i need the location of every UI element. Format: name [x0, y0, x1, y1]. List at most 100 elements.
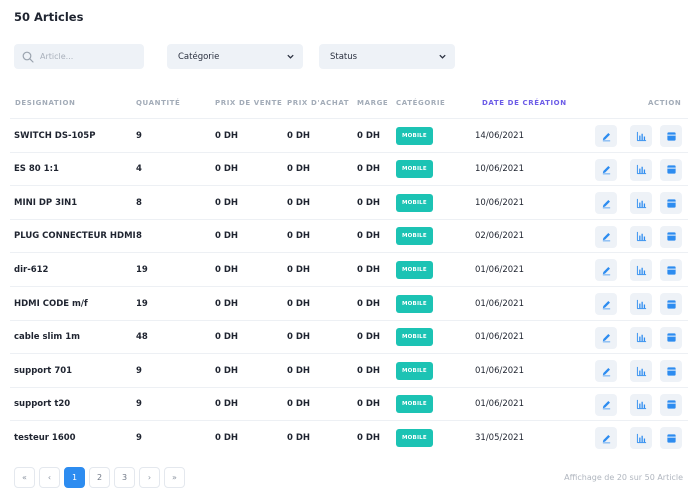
date-cell: 01/06/2021	[475, 399, 524, 410]
prix-achat-cell: 0 DH	[287, 365, 311, 376]
categorie-cell: MOBILE	[396, 186, 433, 219]
date-cell: 01/06/2021	[475, 365, 524, 376]
prix-achat-cell: 0 DH	[287, 298, 311, 309]
chevron-down-icon	[439, 54, 446, 59]
edit-button[interactable]	[595, 259, 617, 282]
edit-button[interactable]	[595, 293, 617, 315]
archive-button[interactable]	[660, 192, 682, 215]
category-badge: MOBILE	[396, 328, 433, 347]
header-prix-vente[interactable]: PRIX DE VENTE	[215, 99, 283, 107]
designation-cell: ES 80 1:1	[14, 164, 59, 175]
marge-cell: 0 DH	[357, 231, 381, 242]
archive-button[interactable]	[660, 393, 682, 416]
prix-vente-cell: 0 DH	[215, 432, 239, 443]
designation-cell: cable slim 1m	[14, 332, 80, 343]
date-cell: 01/06/2021	[475, 264, 524, 275]
header-designation[interactable]: DESIGNATION	[15, 99, 76, 107]
page-button-2[interactable]: 2	[89, 467, 110, 488]
categorie-cell: MOBILE	[396, 119, 433, 152]
stats-button[interactable]	[630, 125, 652, 147]
stats-button[interactable]	[630, 326, 652, 349]
archive-button[interactable]	[660, 158, 682, 181]
categorie-cell: MOBILE	[396, 321, 433, 354]
archive-button[interactable]	[660, 360, 682, 383]
header-date-creation[interactable]: DATE DE CRÉATION	[482, 99, 567, 107]
quantite-cell: 8	[136, 197, 142, 208]
category-select[interactable]: Catégorie	[167, 44, 303, 69]
category-badge: MOBILE	[396, 395, 433, 414]
marge-cell: 0 DH	[357, 164, 381, 175]
marge-cell: 0 DH	[357, 399, 381, 410]
stats-button[interactable]	[630, 293, 652, 315]
last-page-button[interactable]: »	[164, 467, 185, 488]
table-row: SWITCH DS-105P 9 0 DH 0 DH 0 DH MOBILE 14/06/2…	[10, 118, 688, 152]
search-icon	[22, 51, 34, 63]
archive-icon	[666, 198, 677, 209]
stats-button[interactable]	[630, 225, 652, 248]
archive-button[interactable]	[660, 326, 682, 349]
edit-button[interactable]	[595, 393, 617, 416]
search-box[interactable]	[14, 44, 144, 69]
page-button-1[interactable]: 1	[64, 467, 85, 488]
prix-achat-cell: 0 DH	[287, 164, 311, 175]
edit-button[interactable]	[595, 326, 617, 349]
header-prix-achat[interactable]: PRIX D'ACHAT	[287, 99, 350, 107]
stats-icon	[636, 231, 647, 242]
status-select-label: Status	[330, 51, 358, 62]
edit-button[interactable]	[595, 360, 617, 383]
stats-button[interactable]	[630, 427, 652, 450]
stats-icon	[636, 164, 647, 175]
archive-button[interactable]	[660, 293, 682, 315]
categorie-cell: MOBILE	[396, 388, 433, 421]
edit-button[interactable]	[595, 427, 617, 450]
archive-button[interactable]	[660, 259, 682, 282]
quantite-cell: 9	[136, 365, 142, 376]
prix-vente-cell: 0 DH	[215, 197, 239, 208]
stats-icon	[636, 366, 647, 377]
header-quantite[interactable]: QUANTITÉ	[136, 99, 181, 107]
archive-icon	[666, 299, 677, 310]
edit-button[interactable]	[595, 225, 617, 248]
archive-icon	[666, 231, 677, 242]
header-categorie[interactable]: CATÉGORIE	[396, 99, 446, 107]
archive-icon	[666, 131, 677, 142]
prix-vente-cell: 0 DH	[215, 365, 239, 376]
quantite-cell: 48	[136, 332, 148, 343]
prev-page-button[interactable]: ‹	[39, 467, 60, 488]
categorie-cell: MOBILE	[396, 220, 433, 253]
stats-icon	[636, 265, 647, 276]
search-input[interactable]	[40, 52, 140, 61]
categorie-cell: MOBILE	[396, 153, 433, 186]
archive-icon	[666, 433, 677, 444]
archive-button[interactable]	[660, 125, 682, 147]
stats-button[interactable]	[630, 158, 652, 181]
archive-button[interactable]	[660, 225, 682, 248]
edit-button[interactable]	[595, 125, 617, 147]
categorie-cell: MOBILE	[396, 287, 433, 320]
prix-vente-cell: 0 DH	[215, 231, 239, 242]
stats-button[interactable]	[630, 259, 652, 282]
pagination: « ‹ 1 2 3 › »	[14, 467, 185, 488]
category-badge: MOBILE	[396, 160, 433, 179]
prix-vente-cell: 0 DH	[215, 164, 239, 175]
status-select[interactable]: Status	[319, 44, 455, 69]
table-row: support t20 9 0 DH 0 DH 0 DH MOBILE 01/06/2021	[10, 386, 688, 421]
header-marge[interactable]: MARGE	[357, 99, 389, 107]
designation-cell: PLUG CONNECTEUR HDMI	[14, 231, 136, 242]
category-badge: MOBILE	[396, 227, 433, 246]
designation-cell: HDMI CODE m/f	[14, 298, 88, 309]
stats-button[interactable]	[630, 192, 652, 215]
table-row: dir-612 19 0 DH 0 DH 0 DH MOBILE 01/06/2021	[10, 252, 688, 286]
edit-button[interactable]	[595, 192, 617, 215]
stats-button[interactable]	[630, 393, 652, 416]
marge-cell: 0 DH	[357, 365, 381, 376]
first-page-button[interactable]: «	[14, 467, 35, 488]
edit-icon	[601, 399, 612, 410]
page-button-3[interactable]: 3	[114, 467, 135, 488]
stats-button[interactable]	[630, 360, 652, 383]
next-page-button[interactable]: ›	[139, 467, 160, 488]
archive-button[interactable]	[660, 427, 682, 450]
header-action: ACTION	[648, 99, 682, 107]
edit-button[interactable]	[595, 158, 617, 181]
category-badge: MOBILE	[396, 193, 433, 212]
